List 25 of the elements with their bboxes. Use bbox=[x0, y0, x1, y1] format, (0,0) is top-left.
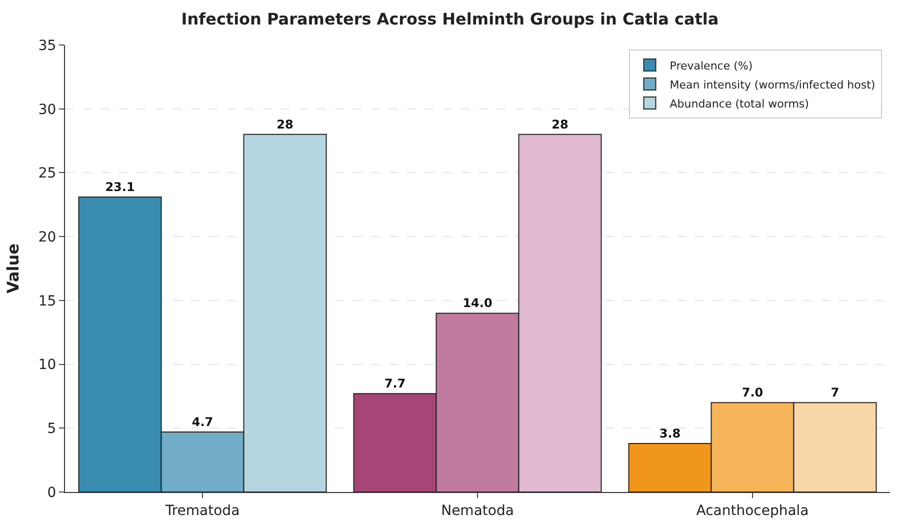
data-label: 28 bbox=[276, 117, 294, 132]
data-label: 7.7 bbox=[384, 376, 406, 391]
data-label: 28 bbox=[552, 117, 568, 132]
y-tick-label: 35 bbox=[38, 38, 56, 54]
data-label: 14.0 bbox=[462, 296, 492, 310]
data-label: 3.8 bbox=[659, 426, 681, 440]
y-tick-label: 25 bbox=[38, 166, 56, 182]
y-tick-label: 30 bbox=[38, 102, 56, 118]
legend-label: Prevalence (%) bbox=[670, 59, 753, 72]
x-tick-label: Acanthocephala bbox=[696, 502, 809, 519]
x-tick-label: Trematoda bbox=[164, 502, 240, 519]
chart-title: Infection Parameters Across Helminth Groups in Catla catla bbox=[181, 9, 719, 28]
y-tick-label: 10 bbox=[38, 357, 56, 374]
data-label: 4.7 bbox=[192, 414, 214, 429]
y-tick-label: 5 bbox=[47, 421, 56, 438]
legend-label: Mean intensity (worms/infected host) bbox=[670, 78, 876, 92]
y-tick-label: 20 bbox=[38, 229, 56, 246]
data-label: 7.0 bbox=[742, 386, 764, 400]
data-label: 7 bbox=[830, 386, 840, 400]
y-tick-label: 0 bbox=[47, 484, 56, 501]
y-tick-label: 15 bbox=[38, 293, 56, 310]
y-axis-title: Value bbox=[3, 243, 22, 294]
legend-label: Abundance (total worms) bbox=[670, 97, 809, 110]
data-label: 23.1 bbox=[105, 180, 135, 194]
x-tick-label: Nematoda bbox=[441, 502, 514, 519]
